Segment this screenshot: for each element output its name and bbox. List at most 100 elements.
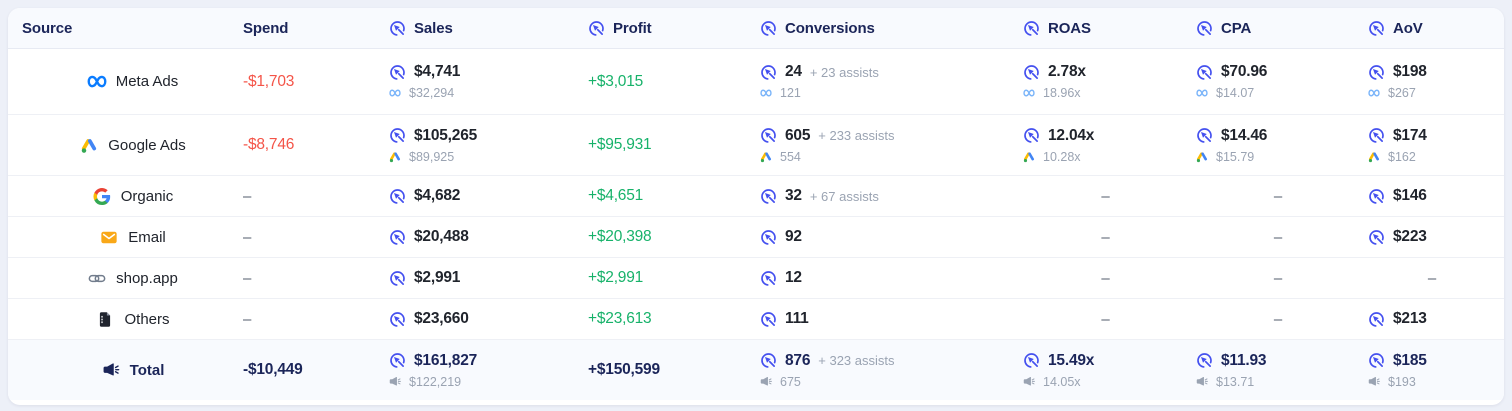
email-icon: [99, 229, 119, 246]
column-header-cpa[interactable]: CPA: [1196, 8, 1368, 48]
pixel-icon: [760, 352, 777, 369]
source-label: Total: [129, 361, 165, 379]
profit-value: +$4,651: [588, 187, 644, 204]
pixel-icon: [1368, 311, 1385, 328]
pixel-icon: [1368, 352, 1385, 369]
cpa-cell: $14.46 $15.79: [1196, 115, 1368, 175]
spend-cell: -$8,746: [243, 115, 389, 175]
pixel-icon: [588, 20, 605, 37]
roas-value: –: [1101, 228, 1110, 246]
source-cell: Others: [8, 299, 243, 339]
column-header-profit[interactable]: Profit: [588, 8, 760, 48]
cpa-cell: $70.96 $14.07: [1196, 49, 1368, 114]
pixel-icon: [389, 229, 406, 246]
pixel-icon: [760, 64, 777, 81]
pixel-icon: [1368, 20, 1385, 37]
source-label: Organic: [120, 187, 174, 205]
table-row-total[interactable]: Total -$10,449 $161,827 $122,219 +$150,599 87…: [8, 340, 1504, 400]
megaphone-icon: [1023, 376, 1035, 388]
pixel-icon: [1023, 20, 1040, 37]
sales-main: $105,265: [389, 127, 588, 145]
megaphone-icon: [760, 376, 772, 388]
cpa-main: $70.96: [1196, 63, 1368, 81]
sales-main: $23,660: [389, 310, 588, 328]
pixel-icon: [760, 311, 777, 328]
profit-value: +$23,613: [588, 310, 652, 327]
attribution-table: Source Spend Sales Profit Conversions ROAS CPA…: [8, 8, 1504, 405]
spend-cell: –: [243, 176, 389, 216]
column-header-source[interactable]: Source: [8, 8, 243, 48]
profit-cell: +$2,991: [588, 258, 760, 298]
conversions-sub: 121: [760, 86, 1023, 100]
pixel-icon: [1368, 188, 1385, 205]
source-label: Google Ads: [108, 136, 186, 154]
aov-main: $174: [1368, 127, 1504, 145]
column-header-spend[interactable]: Spend: [243, 8, 389, 48]
conversions-assists: + 67 assists: [809, 188, 879, 204]
source-cell: Google Ads: [8, 115, 243, 175]
aov-value: $213: [1393, 310, 1427, 327]
conversions-value: 32: [785, 187, 802, 204]
sales-main: $2,991: [389, 269, 588, 287]
meta-ads-icon: [1023, 87, 1035, 99]
conversions-main: 876 + 323 assists: [760, 352, 1023, 370]
conversions-cell: 111: [760, 299, 1023, 339]
spend-cell: -$1,703: [243, 49, 389, 114]
table-header: Source Spend Sales Profit Conversions ROAS CPA…: [8, 8, 1504, 49]
table-row-google-ads[interactable]: Google Ads -$8,746 $105,265 $89,925 +$95,931…: [8, 115, 1504, 176]
cpa-value: –: [1273, 310, 1283, 328]
roas-cell: –: [1023, 176, 1196, 216]
aov-value: $198: [1393, 63, 1427, 80]
pixel-icon: [1368, 127, 1385, 144]
sales-value: $23,660: [414, 310, 469, 327]
sales-value: $105,265: [414, 126, 478, 144]
aov-main: $223: [1368, 228, 1504, 246]
megaphone-icon: [389, 376, 401, 388]
roas-sub: 18.96x: [1023, 86, 1196, 100]
sales-value: $2,991: [414, 269, 461, 286]
table-row-shop-app[interactable]: shop.app – $2,991 +$2,991 12 – – –: [8, 258, 1504, 299]
spend-cell: -$10,449: [243, 340, 389, 400]
profit-value: +$3,015: [588, 72, 644, 90]
cpa-value: –: [1273, 269, 1283, 287]
aov-value: $146: [1393, 187, 1427, 204]
column-header-aov[interactable]: AoV: [1368, 8, 1504, 48]
spend-cell: –: [243, 258, 389, 298]
cpa-sub-value: $14.07: [1216, 86, 1255, 100]
column-header-roas[interactable]: ROAS: [1023, 8, 1196, 48]
spend-value: -$8,746: [243, 136, 295, 153]
source-cell: Meta Ads: [8, 49, 243, 114]
aov-cell: $223: [1368, 217, 1504, 257]
conversions-main: 24 + 23 assists: [760, 63, 1023, 81]
meta-ads-icon: [87, 73, 107, 90]
sales-main: $4,741: [389, 63, 588, 81]
column-header-conversions[interactable]: Conversions: [760, 8, 1023, 48]
conversions-cell: 92: [760, 217, 1023, 257]
aov-value: $223: [1393, 228, 1427, 245]
google-ads-icon: [1368, 151, 1380, 163]
aov-value: $185: [1393, 351, 1427, 369]
cpa-main: $14.46: [1196, 127, 1368, 145]
table-row-others[interactable]: Others – $23,660 +$23,613 111 – – $213: [8, 299, 1504, 340]
google-ads-icon: [760, 151, 772, 163]
column-label: CPA: [1221, 19, 1252, 37]
aov-cell: $146: [1368, 176, 1504, 216]
sales-value: $4,741: [414, 63, 461, 80]
profit-cell: +$95,931: [588, 115, 760, 175]
column-header-sales[interactable]: Sales: [389, 8, 588, 48]
roas-main: 2.78x: [1023, 63, 1196, 81]
conversions-main: 111: [760, 310, 1023, 328]
table-row-meta-ads[interactable]: Meta Ads -$1,703 $4,741 $32,294 +$3,015 24 + 2…: [8, 49, 1504, 115]
column-label: Sales: [414, 19, 453, 37]
conversions-value: 92: [785, 228, 802, 245]
table-row-email[interactable]: Email – $20,488 +$20,398 92 – – $223: [8, 217, 1504, 258]
aov-main: $213: [1368, 310, 1504, 328]
cpa-sub-value: $13.71: [1216, 374, 1255, 389]
pixel-icon: [1196, 64, 1213, 81]
aov-sub-value: $193: [1388, 374, 1416, 389]
roas-main: 15.49x: [1023, 352, 1196, 370]
pixel-icon: [760, 270, 777, 287]
cpa-cell: –: [1196, 217, 1368, 257]
sales-cell: $23,660: [389, 299, 588, 339]
table-row-organic[interactable]: Organic – $4,682 +$4,651 32 + 67 assists – – $14…: [8, 176, 1504, 217]
